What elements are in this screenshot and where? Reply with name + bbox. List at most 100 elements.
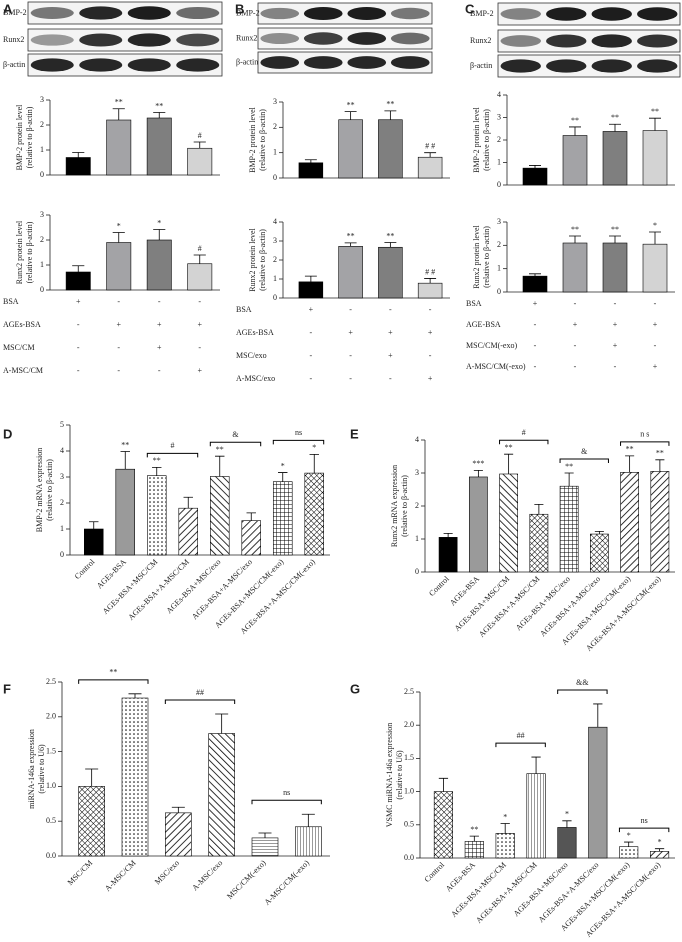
- significance-label: *: [627, 831, 631, 840]
- y-tick-label: 0.5: [46, 816, 56, 825]
- x-tick-label: AGEs-BSA+MSC/exo: [514, 574, 572, 632]
- y-axis-label: BMP-2 protein level: [248, 106, 257, 173]
- significance-label: *: [281, 461, 285, 470]
- y-axis-label: Runx2 mRNA expression: [390, 465, 399, 547]
- x-tick-label: AGEs-BSA+A-MSC/exo: [537, 860, 601, 924]
- error-bar: [569, 126, 581, 136]
- bar: [559, 485, 579, 573]
- significance-label: **: [155, 101, 163, 110]
- bar: [65, 271, 91, 291]
- condition-mark: -: [574, 362, 577, 371]
- condition-label: A-MSC/exo: [236, 374, 275, 383]
- bracket: [618, 827, 670, 833]
- condition-mark: +: [573, 320, 578, 329]
- blot-label: BMP-2: [470, 9, 494, 18]
- panel-letter: C: [465, 1, 475, 16]
- y-tick-label: 2: [273, 255, 277, 264]
- error-bar: [424, 152, 437, 158]
- bracket-label: #: [522, 428, 526, 437]
- bar: [562, 135, 588, 186]
- blot-band: [500, 59, 541, 73]
- bar: [65, 157, 91, 176]
- blot-frame: [497, 2, 681, 26]
- condition-mark: +: [653, 362, 658, 371]
- x-tick-label: Control: [427, 574, 451, 598]
- bracket: [499, 439, 549, 445]
- error-bar: [529, 273, 541, 277]
- condition-mark: -: [429, 351, 432, 360]
- bar: [165, 812, 192, 857]
- error-bar: [152, 466, 162, 476]
- condition-mark: +: [197, 320, 202, 329]
- bar: [106, 119, 132, 176]
- condition-mark: +: [613, 341, 618, 350]
- blot-band: [176, 33, 220, 47]
- condition-label: AGE-BSA: [466, 320, 501, 329]
- blot-band: [347, 6, 387, 21]
- blot-frame: [257, 51, 433, 74]
- bar: [378, 119, 403, 179]
- y-axis-label: (relative to β-actin): [258, 109, 267, 171]
- blot-band: [79, 33, 123, 47]
- bracket-label: &: [232, 430, 239, 439]
- condition-label: A-MSC/CM: [3, 366, 43, 375]
- bracket: [78, 679, 149, 684]
- blot-band: [127, 33, 171, 47]
- bar: [210, 476, 230, 556]
- bar: [84, 528, 104, 556]
- y-tick-label: 0: [415, 567, 419, 576]
- blot-band: [591, 59, 632, 73]
- condition-label: MSC/exo: [236, 351, 267, 360]
- condition-mark: -: [429, 305, 432, 314]
- bar: [602, 131, 628, 186]
- significance-label: **: [656, 449, 664, 458]
- error-bar: [112, 232, 125, 243]
- y-tick-label: 2: [40, 120, 44, 129]
- error-bar: [500, 823, 510, 834]
- bar: [642, 243, 668, 293]
- y-tick-label: 2: [60, 498, 64, 507]
- condition-mark: +: [388, 328, 393, 337]
- error-bar: [384, 110, 397, 120]
- bracket: [251, 799, 322, 805]
- bar: [121, 697, 149, 857]
- bar: [526, 773, 546, 859]
- x-tick-label: AGEs-BSA: [95, 557, 128, 590]
- blot-frame: [27, 1, 223, 25]
- significance-label: # #: [425, 141, 435, 150]
- bar: [251, 837, 279, 857]
- condition-mark: -: [654, 299, 657, 308]
- blot-frame: [257, 2, 433, 25]
- x-tick-label: AGEs-BSA+A-MSC/exo: [538, 574, 602, 638]
- y-tick-label: 0: [40, 285, 44, 294]
- condition-mark: -: [117, 343, 120, 352]
- significance-label: **: [505, 443, 513, 452]
- y-tick-label: 1.0: [46, 781, 56, 790]
- y-axis-label: (relative to β-actin): [400, 475, 409, 537]
- error-bar: [649, 231, 661, 245]
- significance-label: **: [216, 445, 224, 454]
- condition-label: BSA: [236, 305, 252, 314]
- error-bar: [193, 141, 206, 149]
- condition-mark: -: [389, 374, 392, 383]
- blot-frame: [497, 29, 681, 53]
- bracket-label: ##: [517, 731, 525, 740]
- y-tick-label: 4: [273, 217, 277, 226]
- error-bar: [473, 469, 483, 477]
- condition-mark: -: [574, 299, 577, 308]
- condition-label: MSC/CM: [3, 343, 35, 352]
- error-bar: [438, 777, 449, 792]
- blot-band: [500, 35, 541, 47]
- blot-band: [591, 7, 632, 21]
- bar: [602, 242, 628, 293]
- significance-label: **: [571, 225, 579, 234]
- blot-band: [347, 56, 387, 69]
- y-tick-label: 3: [40, 95, 44, 104]
- bracket-label: &&: [576, 678, 589, 687]
- blot-label: β-actin: [3, 60, 25, 69]
- condition-label: MSC/CM(-exo): [466, 341, 517, 350]
- blot-label: Runx2: [236, 33, 257, 42]
- error-bar: [384, 242, 397, 248]
- y-tick-label: 4: [415, 435, 419, 444]
- y-axis-label: Runx2 protein level: [15, 220, 24, 284]
